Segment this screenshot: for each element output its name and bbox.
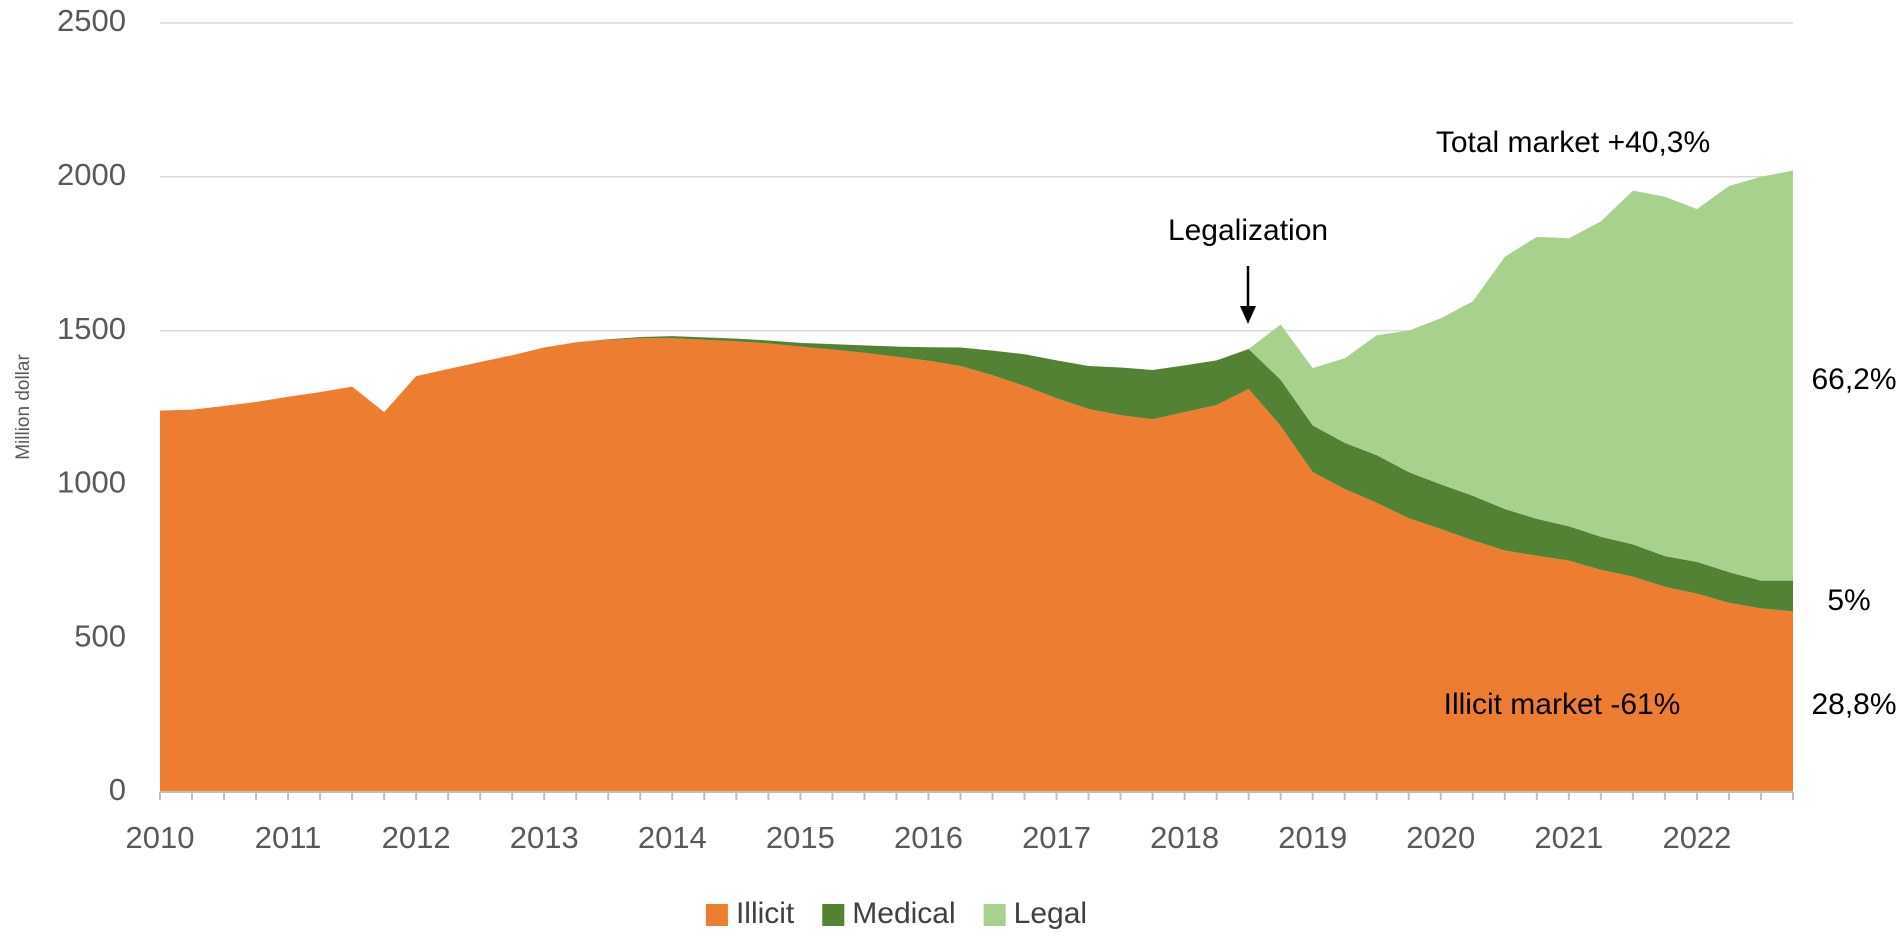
y-tick-label: 1500 (57, 311, 126, 346)
arrow-head (1240, 306, 1256, 324)
area (160, 338, 1793, 792)
legend-swatch (705, 904, 728, 926)
x-tick-label: 2017 (1022, 820, 1091, 855)
y-tick-label: 1000 (57, 465, 126, 500)
y-tick-label: 2000 (57, 157, 126, 192)
legend-label: Legal (1014, 897, 1087, 930)
x-tick-label: 2021 (1534, 820, 1603, 855)
x-tick-label: 2022 (1662, 820, 1731, 855)
legend-label: Medical (852, 897, 955, 930)
legend-label: Illicit (736, 897, 795, 930)
x-tick-label: 2020 (1406, 820, 1475, 855)
plot-area (160, 22, 1793, 792)
annotation: Illicit market -61% (1444, 688, 1681, 721)
annotation: 5% (1827, 584, 1870, 617)
x-tick-label: 2015 (766, 820, 835, 855)
annotation: Legalization (1168, 214, 1328, 247)
x-tick-label: 2011 (255, 820, 322, 855)
annotation: 28,8% (1811, 688, 1896, 721)
x-tick-label: 2013 (510, 820, 579, 855)
y-tick-label: 500 (74, 618, 126, 653)
legend-swatch (983, 904, 1006, 926)
x-tick-label: 2018 (1150, 820, 1219, 855)
y-tick-label: 0 (109, 772, 126, 807)
x-tick-label: 2010 (126, 820, 195, 855)
y-tick-label: 2500 (57, 3, 126, 38)
y-axis-label: Million dollar (13, 354, 34, 460)
x-tick-label: 2012 (382, 820, 451, 855)
legend-swatch (822, 904, 845, 926)
x-tick-label: 2019 (1278, 820, 1347, 855)
annotation: 66,2% (1811, 363, 1896, 396)
annotation: Total market +40,3% (1436, 126, 1710, 159)
x-tick-label: 2016 (894, 820, 963, 855)
x-tick-label: 2014 (638, 820, 707, 855)
area (160, 170, 1793, 581)
legend: Illicit Medical Legal (705, 897, 1087, 930)
